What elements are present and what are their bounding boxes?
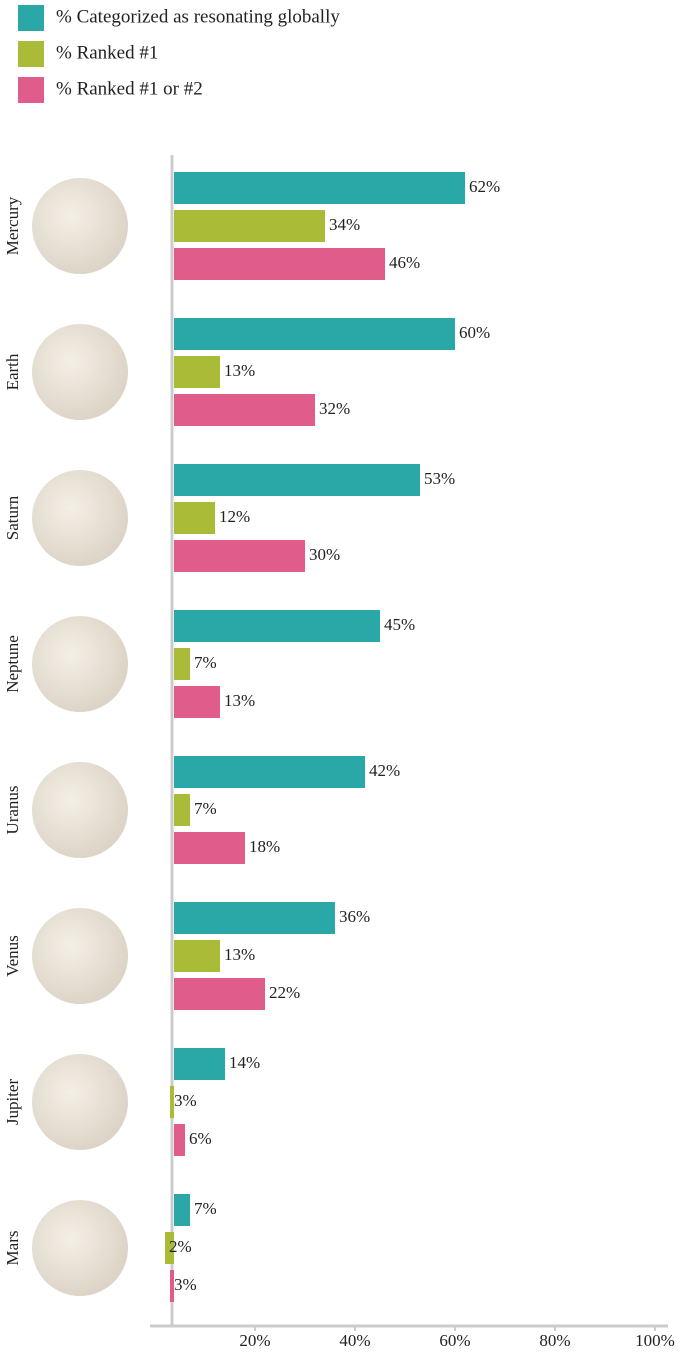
category-icon <box>32 470 128 566</box>
value-label: 12% <box>219 507 250 526</box>
category-icon <box>32 178 128 274</box>
bar <box>174 1048 225 1080</box>
category-label: Saturn <box>3 495 22 540</box>
category-icon <box>32 324 128 420</box>
value-label: 30% <box>309 545 340 564</box>
bar <box>174 1124 185 1156</box>
value-label: 22% <box>269 983 300 1002</box>
bar <box>174 394 315 426</box>
value-label: 53% <box>424 469 455 488</box>
category-label: Uranus <box>3 785 22 834</box>
x-tick-label: 80% <box>539 1331 570 1350</box>
value-label: 2% <box>169 1237 192 1256</box>
value-label: 3% <box>174 1091 197 1110</box>
x-tick-label: 100% <box>635 1331 675 1350</box>
value-label: 13% <box>224 361 255 380</box>
legend-swatch <box>18 77 44 103</box>
x-tick-label: 20% <box>239 1331 270 1350</box>
value-label: 46% <box>389 253 420 272</box>
value-label: 14% <box>229 1053 260 1072</box>
category-label: Earth <box>3 353 22 390</box>
bar <box>174 1194 190 1226</box>
bar <box>174 248 385 280</box>
value-label: 60% <box>459 323 490 342</box>
value-label: 42% <box>369 761 400 780</box>
bar <box>174 940 220 972</box>
bar <box>170 1086 174 1118</box>
bar <box>174 318 455 350</box>
bar <box>174 686 220 718</box>
value-label: 36% <box>339 907 370 926</box>
category-icon <box>32 616 128 712</box>
value-label: 7% <box>194 1199 217 1218</box>
bar <box>170 1270 174 1302</box>
bar <box>165 1232 174 1264</box>
bar <box>174 794 190 826</box>
bar <box>174 172 465 204</box>
bar <box>174 756 365 788</box>
category-label: Venus <box>3 935 22 977</box>
bar <box>174 502 215 534</box>
bar <box>174 978 265 1010</box>
legend-label: % Categorized as resonating globally <box>56 6 340 27</box>
value-label: 6% <box>189 1129 212 1148</box>
value-label: 7% <box>194 799 217 818</box>
bar <box>174 540 305 572</box>
legend-label: % Ranked #1 <box>56 42 158 63</box>
category-label: Neptune <box>3 635 22 693</box>
category-icon <box>32 1200 128 1296</box>
bar <box>174 464 420 496</box>
value-label: 13% <box>224 945 255 964</box>
category-label: Mars <box>3 1231 22 1266</box>
bar <box>174 210 325 242</box>
value-label: 34% <box>329 215 360 234</box>
bar <box>174 610 380 642</box>
legend-swatch <box>18 5 44 31</box>
value-label: 13% <box>224 691 255 710</box>
value-label: 32% <box>319 399 350 418</box>
value-label: 62% <box>469 177 500 196</box>
category-icon <box>32 1054 128 1150</box>
value-label: 3% <box>174 1275 197 1294</box>
value-label: 45% <box>384 615 415 634</box>
x-tick-label: 40% <box>339 1331 370 1350</box>
legend-label: % Ranked #1 or #2 <box>56 78 203 99</box>
category-icon <box>32 908 128 1004</box>
bar <box>174 832 245 864</box>
value-label: 18% <box>249 837 280 856</box>
value-label: 7% <box>194 653 217 672</box>
category-icon <box>32 762 128 858</box>
category-label: Mercury <box>3 196 22 255</box>
category-label: Jupiter <box>3 1079 22 1126</box>
bar <box>174 356 220 388</box>
bar <box>174 648 190 680</box>
x-tick-label: 60% <box>439 1331 470 1350</box>
legend-swatch <box>18 41 44 67</box>
bar <box>174 902 335 934</box>
